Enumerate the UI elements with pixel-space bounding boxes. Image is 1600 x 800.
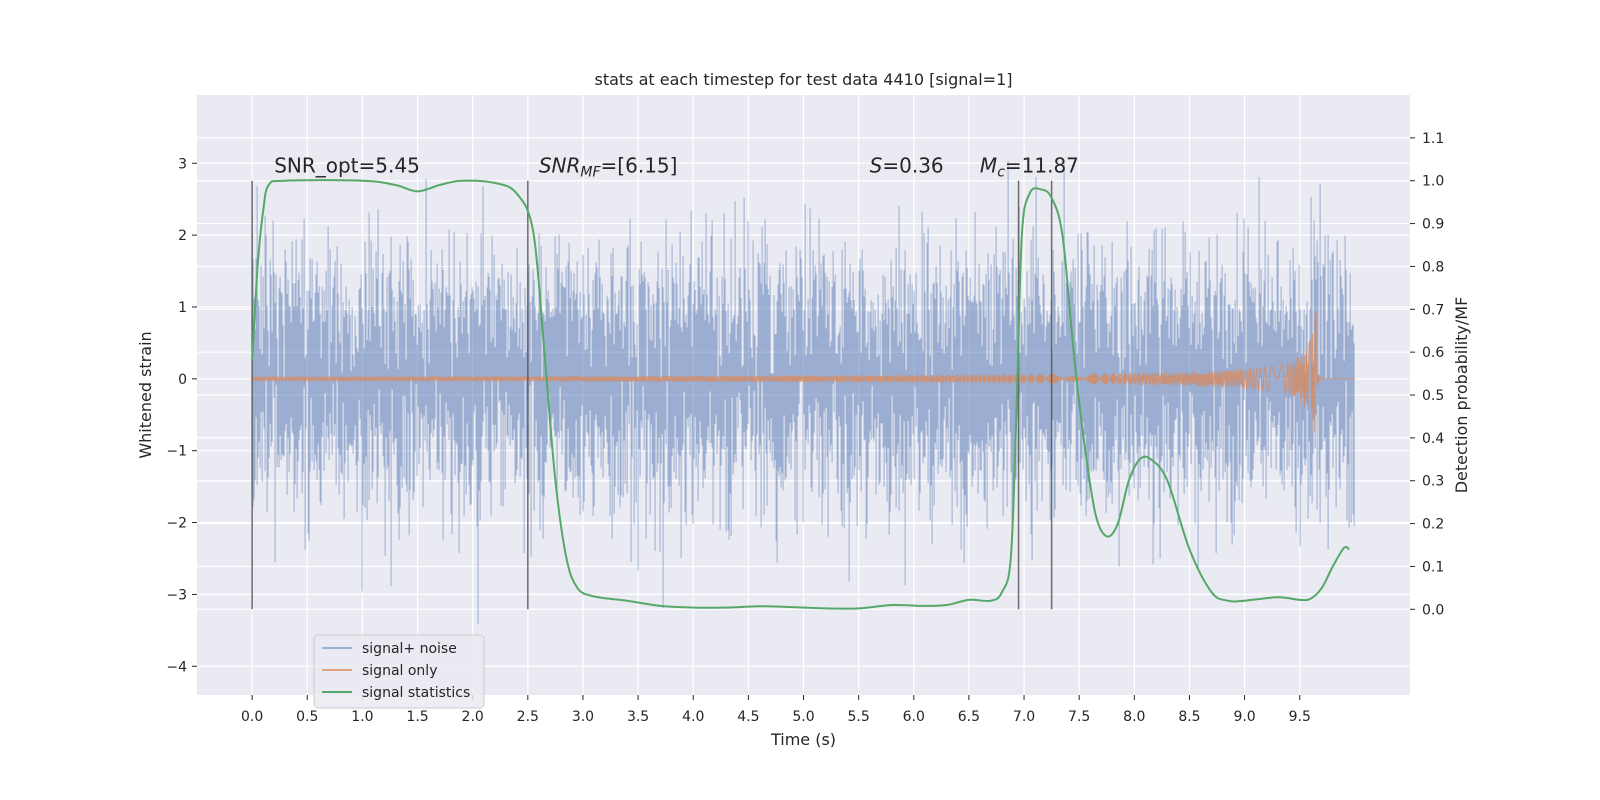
- y2-tick-label: 0.3: [1422, 474, 1444, 490]
- y2-tick-label: 0.6: [1422, 345, 1444, 361]
- x-tick-label: 4.0: [682, 709, 704, 725]
- axes: 0.0 0.5 1.0 1.5 2.0 2.5 3.0 3.5 4.0 4.5 5.0 5.5 6.0 6…: [166, 131, 1444, 725]
- annotation-mc: Mc=11.87: [980, 154, 1079, 181]
- x-tick-label: 5.0: [792, 709, 814, 725]
- x-tick-label: 6.0: [903, 709, 925, 725]
- y-tick-label: 1: [178, 300, 187, 316]
- y-tick-label: 0: [178, 372, 187, 388]
- x-tick-label: 7.0: [1013, 709, 1035, 725]
- x-tick-label: 8.0: [1123, 709, 1145, 725]
- annotations: SNR_opt=5.45 SNRMF=[6.15] S=0.36 Mc=11.87: [274, 154, 1079, 181]
- x-tick-label: 2.0: [462, 709, 484, 725]
- y2-tick-label: 0.5: [1422, 388, 1444, 404]
- y-tick-label: −2: [166, 516, 187, 532]
- y2-tick-label: 0.9: [1422, 217, 1444, 233]
- y2-tick-label: 1.0: [1422, 174, 1444, 190]
- series-signal-only: [251, 310, 1355, 432]
- y2-tick-label: 0.7: [1422, 302, 1444, 318]
- legend-box: [313, 634, 485, 709]
- chirp-trace: [251, 310, 1355, 432]
- x-tick-label: 0.5: [296, 709, 318, 725]
- x-tick-label: 7.5: [1068, 709, 1090, 725]
- x-tick-label: 8.5: [1178, 709, 1200, 725]
- x-tick-label: 1.5: [406, 709, 428, 725]
- y-tick-label: 2: [178, 228, 187, 244]
- annotation-snr-mf: SNRMF=[6.15]: [539, 154, 678, 181]
- y-tick-label: 3: [178, 156, 187, 172]
- y-axis-label: Whitened strain: [136, 331, 155, 458]
- y2-axis-label: Detection probability/MF: [1452, 297, 1471, 494]
- y2-tick-label: 1.1: [1422, 131, 1444, 147]
- y2-tick-label: 0.4: [1422, 431, 1444, 447]
- legend-label-signal-only: signal only: [362, 663, 437, 679]
- x-tick-label: 2.5: [517, 709, 539, 725]
- x-tick-label: 6.5: [958, 709, 980, 725]
- x-tick-label: 3.5: [627, 709, 649, 725]
- x-tick-label: 4.5: [737, 709, 759, 725]
- y-tick-label: −4: [166, 659, 187, 675]
- annotation-snr-opt: SNR_opt=5.45: [274, 154, 420, 178]
- x-tick-label: 3.0: [572, 709, 594, 725]
- y2-tick-label: 0.8: [1422, 259, 1444, 275]
- y2-tick-label: 0.1: [1422, 559, 1444, 575]
- x-tick-label: 9.0: [1233, 709, 1255, 725]
- series-signal-statistics: [251, 179, 1350, 610]
- y-tick-label: −1: [166, 444, 187, 460]
- legend-label-signal-noise: signal+ noise: [362, 641, 457, 657]
- x-tick-label: 9.5: [1289, 709, 1311, 725]
- legend: signal+ noise signal only signal statist…: [313, 634, 485, 709]
- y2-tick-label: 0.2: [1422, 517, 1444, 533]
- statistics-curve: [251, 179, 1350, 610]
- legend-label-signal-statistics: signal statistics: [362, 685, 470, 701]
- y2-tick-label: 0.0: [1422, 602, 1444, 618]
- marker-lines: [251, 180, 1053, 610]
- x-axis-label: Time (s): [770, 730, 836, 749]
- x-tick-label: 5.5: [848, 709, 870, 725]
- x-tick-label: 0.0: [241, 709, 263, 725]
- annotation-s-stat: S=0.36: [870, 154, 944, 178]
- chart-title: stats at each timestep for test data 441…: [594, 70, 1012, 89]
- x-tick-label: 1.0: [351, 709, 373, 725]
- y-tick-label: −3: [166, 587, 187, 603]
